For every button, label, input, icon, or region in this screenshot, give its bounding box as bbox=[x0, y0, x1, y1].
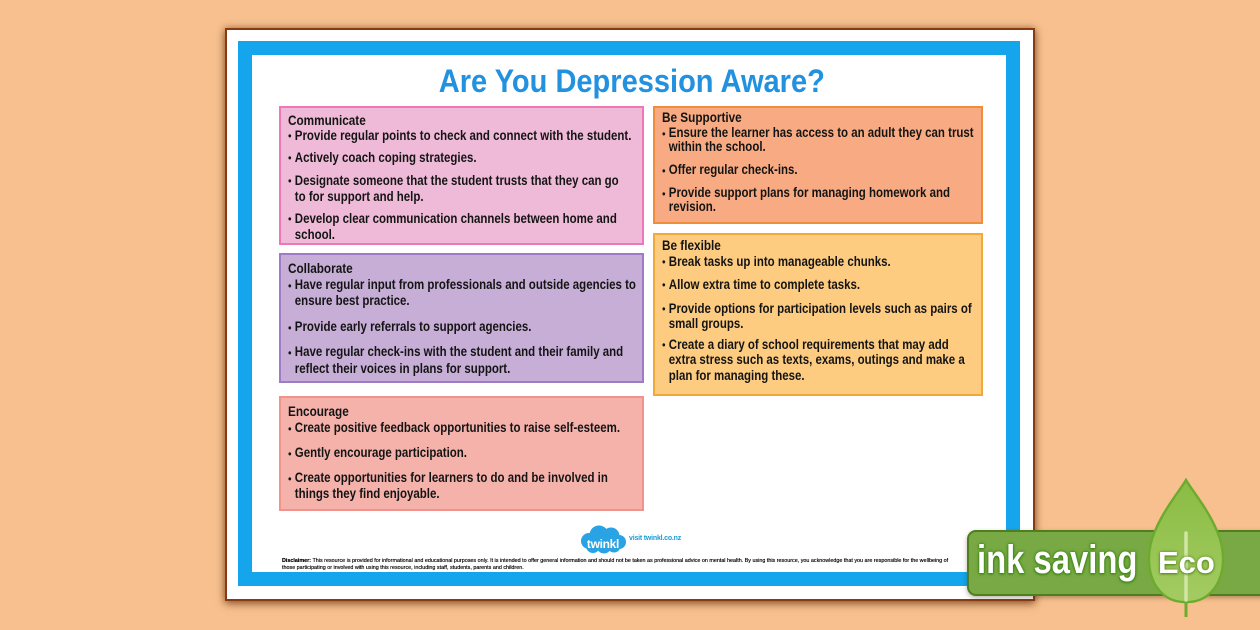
svg-text:twinkl: twinkl bbox=[587, 537, 619, 551]
